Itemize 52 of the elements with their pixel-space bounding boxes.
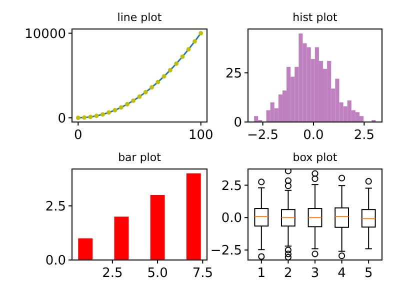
x-tick-label: 5	[364, 266, 373, 281]
chart-title: hist plot	[292, 11, 338, 24]
point	[112, 108, 118, 112]
x-tick-label: 2	[284, 266, 292, 281]
chart-title: box plot	[292, 151, 338, 164]
point	[192, 39, 197, 44]
y-tick-label: 0.0	[221, 211, 242, 226]
y-tick-label: 10000	[24, 26, 66, 42]
x-tick-label: 7.5	[192, 266, 214, 281]
x-tick-label: 3	[310, 266, 320, 281]
point	[168, 68, 172, 72]
x-tick-label: 0	[74, 128, 82, 143]
x-tick-label: 0.0	[303, 128, 324, 143]
bar	[78, 238, 93, 260]
y-tick-label: 25	[225, 66, 242, 82]
y-tick-label: 2.5	[221, 178, 242, 194]
point	[100, 112, 105, 117]
point	[106, 110, 112, 115]
y-tick-label: −2.5	[210, 244, 242, 259]
point	[88, 114, 93, 120]
x-tick-label: 4	[338, 266, 346, 281]
chart-title: bar plot	[118, 151, 162, 164]
y-tick-label: 0	[58, 111, 66, 126]
x-tick-label: −2.5	[247, 128, 279, 143]
y-tick-label: 2.5	[45, 199, 66, 214]
point	[94, 114, 99, 118]
point	[150, 85, 154, 90]
point	[118, 105, 124, 110]
bar	[114, 216, 129, 260]
point	[131, 98, 136, 103]
x-tick-label: 2.5	[354, 128, 375, 143]
point	[180, 54, 185, 59]
point	[143, 90, 148, 94]
point	[82, 115, 86, 120]
x-tick-label: 100	[188, 128, 214, 143]
x-tick-label: 1	[257, 266, 266, 281]
y-tick-label: 0	[234, 116, 242, 131]
point	[156, 80, 160, 84]
point	[137, 94, 142, 99]
point	[186, 47, 191, 52]
bar	[150, 195, 165, 260]
point	[76, 116, 80, 120]
y-tick-label: 0.0	[45, 254, 66, 269]
bar	[186, 173, 201, 260]
point	[162, 74, 166, 79]
point	[125, 102, 130, 106]
x-tick-label: 5.0	[147, 266, 168, 281]
line-series	[77, 32, 202, 119]
point	[174, 61, 179, 66]
chart-title: line plot	[117, 11, 162, 24]
point	[198, 31, 204, 36]
x-tick-label: 2.5	[102, 266, 123, 281]
